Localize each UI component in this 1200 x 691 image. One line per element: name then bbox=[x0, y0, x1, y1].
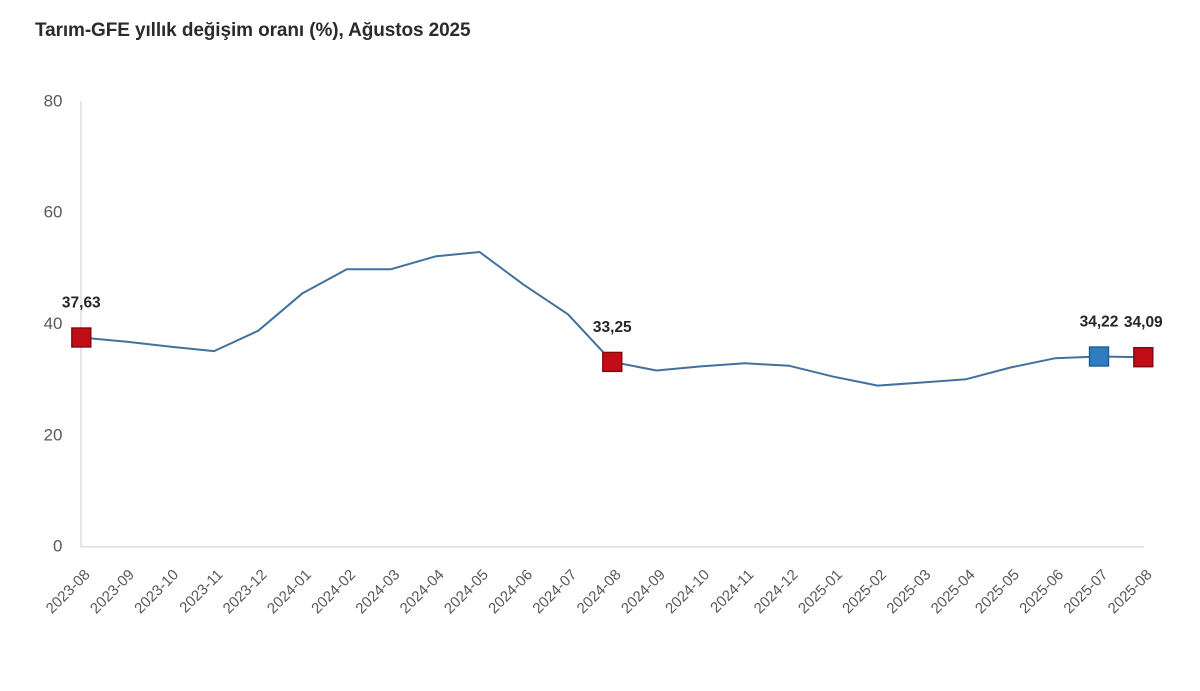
svg-text:2024-12: 2024-12 bbox=[751, 566, 802, 617]
svg-text:2025-05: 2025-05 bbox=[972, 566, 1023, 617]
svg-text:2023-12: 2023-12 bbox=[220, 566, 271, 617]
svg-text:2025-07: 2025-07 bbox=[1060, 566, 1111, 617]
svg-text:34,09: 34,09 bbox=[1124, 314, 1163, 331]
svg-text:0: 0 bbox=[53, 537, 62, 556]
svg-text:60: 60 bbox=[44, 203, 63, 222]
svg-text:34,22: 34,22 bbox=[1080, 314, 1119, 331]
svg-text:2025-01: 2025-01 bbox=[795, 566, 846, 617]
svg-text:2025-08: 2025-08 bbox=[1105, 566, 1156, 617]
svg-text:33,25: 33,25 bbox=[593, 319, 632, 336]
svg-text:2024-07: 2024-07 bbox=[529, 566, 580, 617]
svg-text:2023-11: 2023-11 bbox=[176, 566, 226, 616]
svg-text:2024-03: 2024-03 bbox=[352, 566, 403, 617]
svg-text:2023-10: 2023-10 bbox=[131, 566, 182, 617]
svg-text:2024-04: 2024-04 bbox=[397, 566, 448, 617]
svg-text:2024-02: 2024-02 bbox=[308, 566, 359, 617]
svg-text:20: 20 bbox=[44, 425, 63, 444]
svg-text:2023-09: 2023-09 bbox=[87, 566, 138, 617]
svg-text:2024-09: 2024-09 bbox=[618, 566, 669, 617]
svg-text:2024-08: 2024-08 bbox=[574, 566, 625, 617]
svg-text:2024-06: 2024-06 bbox=[485, 566, 536, 617]
svg-text:40: 40 bbox=[44, 314, 63, 333]
svg-text:2024-05: 2024-05 bbox=[441, 566, 492, 617]
svg-text:2023-08: 2023-08 bbox=[43, 566, 94, 617]
svg-text:2024-10: 2024-10 bbox=[662, 566, 713, 617]
svg-text:2025-02: 2025-02 bbox=[839, 566, 890, 617]
svg-text:2025-06: 2025-06 bbox=[1016, 566, 1067, 617]
svg-text:2024-01: 2024-01 bbox=[264, 566, 315, 617]
svg-text:2024-11: 2024-11 bbox=[707, 566, 757, 616]
svg-text:80: 80 bbox=[44, 91, 63, 110]
svg-text:37,63: 37,63 bbox=[62, 295, 101, 312]
svg-text:2025-03: 2025-03 bbox=[883, 566, 934, 617]
svg-text:2025-04: 2025-04 bbox=[928, 566, 979, 617]
